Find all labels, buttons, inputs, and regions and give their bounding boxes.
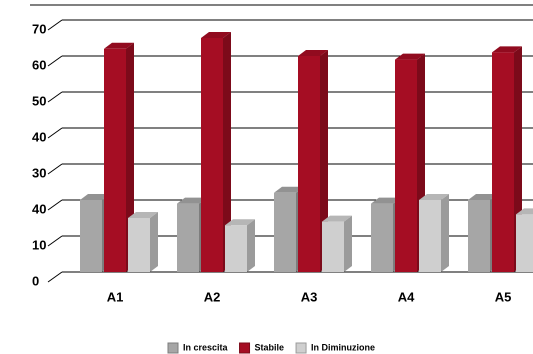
grid-slant xyxy=(47,91,63,103)
bar xyxy=(177,203,199,272)
bar xyxy=(201,38,223,272)
grid-slant xyxy=(47,19,63,31)
x-tick-label: A3 xyxy=(301,289,318,304)
bar-top xyxy=(371,197,401,204)
bar-side xyxy=(150,212,158,272)
bar-top xyxy=(298,50,328,56)
bar-top xyxy=(395,53,425,60)
legend-swatch xyxy=(167,342,179,354)
bar-top xyxy=(492,46,522,53)
legend-label: In crescita xyxy=(183,342,229,352)
bar xyxy=(274,192,296,272)
bar xyxy=(492,52,514,273)
bar xyxy=(322,221,344,272)
bar-side xyxy=(441,194,449,272)
bar-top xyxy=(80,194,110,200)
bar-side xyxy=(126,42,134,272)
bar-top xyxy=(468,194,498,200)
bar-top xyxy=(322,215,352,222)
legend-label: In Diminuzione xyxy=(311,342,375,352)
y-tick-label: 50 xyxy=(32,93,46,108)
bar xyxy=(371,203,393,272)
grid-slant xyxy=(47,271,63,283)
x-tick-label: A5 xyxy=(495,289,512,304)
bar xyxy=(395,59,417,272)
x-tick-label: A2 xyxy=(204,289,221,304)
bar-side xyxy=(247,219,255,272)
bar-top xyxy=(274,186,304,193)
y-tick-label: 40 xyxy=(32,129,46,144)
y-tick-label: 60 xyxy=(32,57,46,72)
bar-side xyxy=(223,32,231,272)
grid-slant xyxy=(47,55,63,67)
bar-top xyxy=(177,197,207,204)
legend-swatch xyxy=(295,342,307,354)
y-tick-label: 0 xyxy=(32,273,39,288)
bar-top xyxy=(104,42,134,49)
grid-slant xyxy=(47,127,63,139)
bar xyxy=(468,200,490,272)
bar xyxy=(516,214,533,272)
bar-top xyxy=(128,212,158,218)
bar-top xyxy=(225,219,255,226)
bar-top xyxy=(516,208,533,215)
bar xyxy=(225,225,247,272)
y-tick-label: 40 xyxy=(32,201,46,216)
y-tick-label: 30 xyxy=(32,165,46,180)
bar xyxy=(419,200,441,272)
x-tick-label: A4 xyxy=(398,289,415,304)
grid-slant xyxy=(47,163,63,175)
bar xyxy=(104,48,126,272)
grid-slant xyxy=(47,199,63,211)
bar-top xyxy=(419,194,449,200)
y-tick-label: 70 xyxy=(32,21,46,36)
bar xyxy=(298,56,320,272)
legend-swatch xyxy=(239,342,251,354)
bar-side xyxy=(344,215,352,272)
bar xyxy=(128,218,150,272)
bar xyxy=(80,200,102,272)
x-tick-label: A1 xyxy=(107,289,124,304)
grid-slant xyxy=(47,235,63,247)
y-tick-label: 10 xyxy=(32,237,46,252)
legend-label: Stabile xyxy=(255,342,285,352)
bar-side xyxy=(320,50,328,272)
bar-top xyxy=(201,32,231,38)
